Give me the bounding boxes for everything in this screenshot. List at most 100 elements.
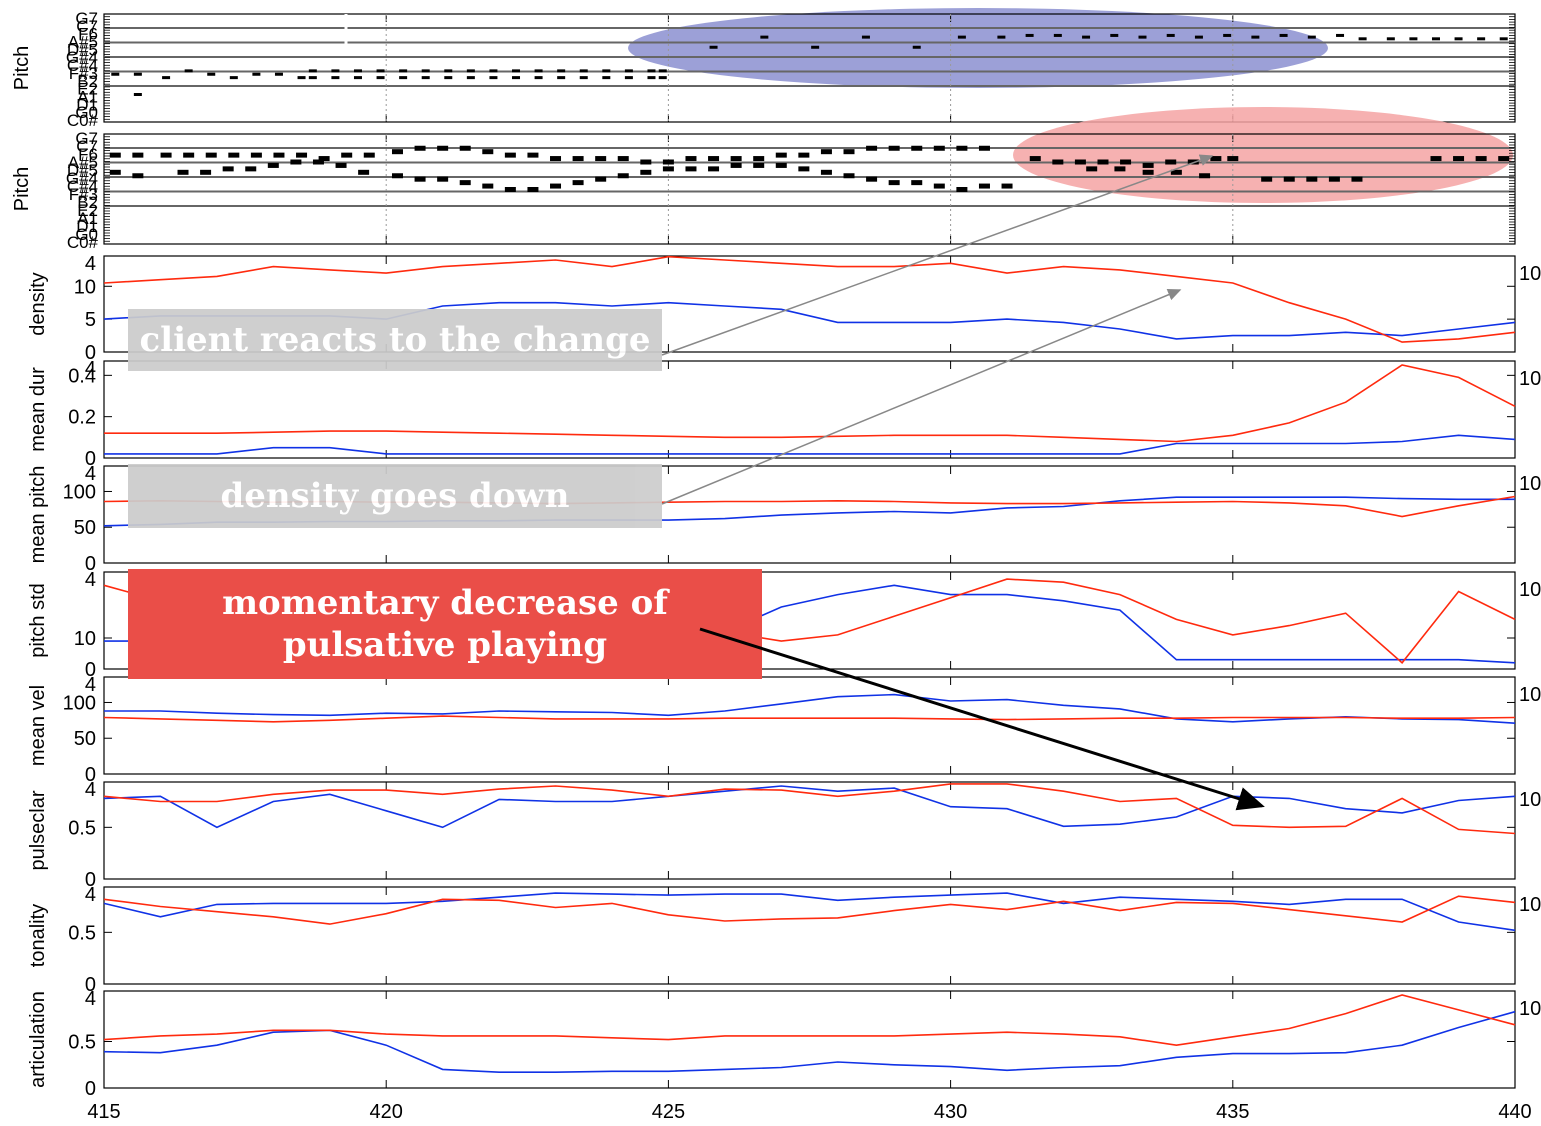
note-mark: [602, 76, 611, 80]
note-mark: [888, 145, 900, 151]
note-mark: [843, 149, 855, 155]
note-mark: [550, 156, 562, 162]
note-mark: [1120, 159, 1132, 165]
note-mark: [557, 69, 566, 73]
note-mark: [1283, 176, 1295, 182]
note-mark: [162, 76, 171, 80]
pitch-tick-label: A1: [77, 87, 98, 106]
note-mark: [489, 76, 498, 80]
ytick-label: 0: [85, 869, 96, 891]
pitch-tick-label: B2: [77, 72, 98, 91]
note-mark: [978, 183, 990, 189]
corner-fragment-top: 4: [85, 988, 96, 1010]
panel-ylabel: mean vel: [27, 685, 49, 766]
note-mark: [297, 76, 306, 80]
note-mark: [911, 180, 923, 186]
pitch-tick-label: G0: [75, 225, 98, 244]
note-mark: [1351, 176, 1363, 182]
ytick-label: 10: [74, 276, 96, 298]
pitch-tick-label: C#4: [67, 56, 98, 75]
ytick-label: 50: [74, 728, 96, 750]
note-mark: [466, 76, 475, 80]
note-mark: [617, 156, 629, 162]
pitch-tick-label: A#5: [68, 153, 98, 172]
note-mark: [753, 162, 765, 168]
line-panel-mean-dur: 0 0.2 0.44 10 mean dur: [27, 358, 1541, 470]
ytick-label: 100: [63, 481, 96, 503]
note-mark: [1261, 176, 1273, 182]
note-mark: [133, 93, 142, 96]
pitch-tick-label: D#5: [67, 161, 98, 180]
ytick-label: 0: [85, 448, 96, 470]
highlight-ellipse-2: [1013, 107, 1513, 203]
note-mark: [229, 76, 238, 80]
pitch-tick-label: E2: [77, 80, 98, 99]
note-mark: [482, 183, 494, 189]
pitch-tick-label: D1: [76, 95, 98, 114]
note-mark: [160, 152, 172, 158]
note-mark: [421, 69, 430, 73]
note-mark: [1453, 156, 1465, 162]
note-mark: [1477, 37, 1486, 41]
note-mark: [640, 159, 652, 165]
note-mark: [421, 76, 430, 80]
note-mark: [647, 69, 656, 73]
note-mark: [459, 180, 471, 186]
panel-ylabel: mean dur: [27, 367, 49, 452]
note-mark: [760, 35, 769, 39]
note-mark: [775, 152, 787, 158]
note-mark: [866, 145, 878, 151]
note-mark: [866, 176, 878, 182]
ytick-label: 0.4: [68, 365, 96, 387]
note-mark: [708, 156, 720, 162]
pitch-tick-label: G7: [75, 129, 98, 148]
note-mark: [376, 76, 385, 80]
line-panel-tonality: 0 0.5 4 10 tonality: [27, 884, 1541, 996]
note-mark: [595, 176, 607, 182]
line-panel-pulseclar: 0 0.5 4 10 pulseclar: [27, 779, 1541, 891]
note-mark: [353, 69, 362, 73]
note-mark: [1227, 156, 1239, 162]
pitch-tick-label: C7: [76, 137, 98, 156]
xtick-label: 435: [1216, 1101, 1249, 1123]
corner-fragment-top: 4: [85, 253, 96, 275]
line-panel-5-frame: [103, 676, 1516, 775]
corner-fragment-right: 10: [1519, 473, 1541, 495]
note-mark: [730, 162, 742, 168]
pitch-tick-label: G0: [75, 103, 98, 122]
note-mark: [331, 69, 340, 73]
note-mark: [466, 69, 475, 73]
note-mark: [1187, 159, 1199, 165]
note-mark: [730, 156, 742, 162]
note-mark: [956, 145, 968, 151]
note-mark: [912, 45, 921, 49]
note-mark: [109, 152, 121, 158]
pitch-tick-label: F6: [78, 25, 98, 44]
note-mark: [1223, 33, 1232, 37]
note-mark: [1358, 37, 1367, 41]
line-panel-8-frame: [103, 990, 1516, 1089]
note-mark: [399, 69, 408, 73]
note-mark: [296, 152, 308, 158]
note-mark: [775, 162, 787, 168]
note-mark: [308, 69, 317, 73]
note-mark: [1430, 156, 1442, 162]
series-blue-line: [103, 892, 1516, 932]
ytick-label: 0: [85, 1078, 96, 1100]
note-mark: [534, 76, 543, 80]
note-mark: [798, 166, 810, 172]
note-mark: [572, 156, 584, 162]
corner-fragment-right: 10: [1519, 368, 1541, 390]
corner-fragment-top: 4: [85, 463, 96, 485]
note-mark: [640, 169, 652, 175]
note-mark: [1170, 169, 1182, 175]
note-mark: [335, 162, 347, 168]
note-mark: [290, 159, 302, 165]
panel-ylabel: articulation: [27, 991, 49, 1088]
note-mark: [489, 69, 498, 73]
xtick-label: 440: [1498, 1101, 1531, 1123]
note-mark: [1142, 169, 1154, 175]
note-mark: [399, 76, 408, 80]
ytick-label: 0: [85, 659, 96, 681]
